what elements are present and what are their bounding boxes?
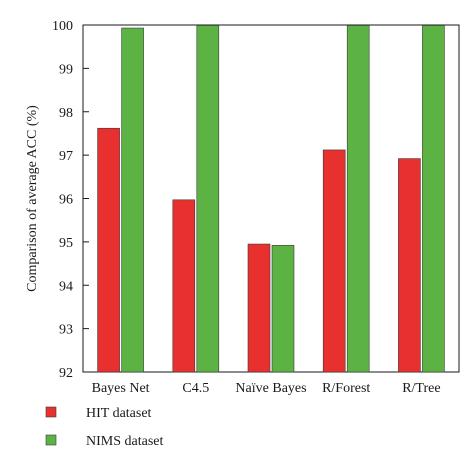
bar-nims: [422, 25, 445, 373]
y-tick-label: 93: [59, 323, 73, 338]
legend-swatch: [45, 406, 57, 418]
x-category-label: C4.5: [182, 381, 209, 396]
y-tick-label: 95: [59, 236, 73, 251]
y-tick-label: 98: [59, 106, 73, 121]
x-axis-labels: Bayes Net C4.5 Naïve Bayes R/Forest R/Tree: [92, 381, 441, 396]
bar-nims: [196, 25, 220, 373]
bar-hit: [97, 127, 120, 373]
bar-nims: [121, 27, 144, 373]
y-tick-label: 99: [59, 62, 73, 77]
y-tick-label: 94: [59, 279, 73, 294]
legend: HIT dataset NIMS dataset: [45, 406, 163, 449]
bar-hit: [172, 199, 196, 373]
y-tick-label: 100: [52, 19, 73, 34]
y-tick-label: 97: [59, 149, 73, 164]
bar-nims: [346, 25, 370, 373]
y-tick-label: 96: [59, 193, 73, 208]
y-axis-label: Comparison of average ACC (%): [25, 105, 40, 292]
legend-swatch: [45, 434, 57, 446]
bar-hit: [322, 149, 346, 373]
bar-hit: [398, 158, 421, 373]
legend-label: NIMS dataset: [86, 434, 163, 449]
bar-hit: [247, 243, 271, 373]
x-category-label: R/Tree: [402, 381, 440, 396]
legend-label: HIT dataset: [86, 406, 152, 421]
y-tick-label: 92: [59, 366, 73, 381]
x-category-label: R/Forest: [322, 381, 370, 396]
x-category-label: Bayes Net: [92, 381, 150, 396]
y-axis-ticks: 92 93 94 95 96 97 98 99 100: [52, 19, 89, 381]
x-category-label: Naïve Bayes: [235, 381, 306, 396]
bar-nims: [271, 245, 295, 373]
bars: [97, 25, 445, 373]
